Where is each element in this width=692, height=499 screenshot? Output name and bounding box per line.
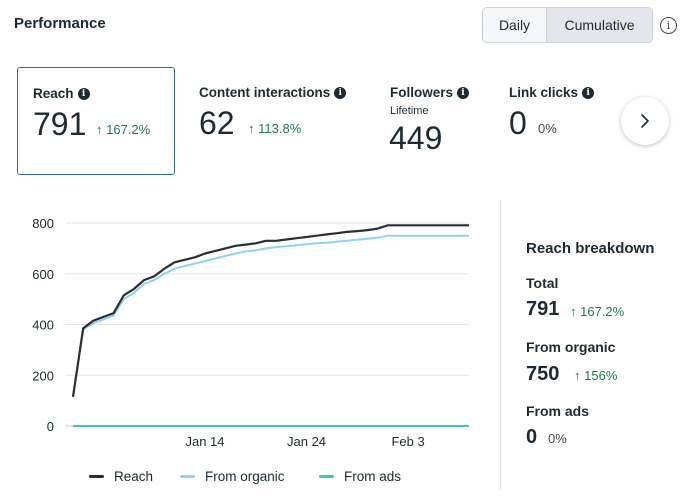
legend-item-ads[interactable]: From ads — [319, 469, 401, 484]
card-label-text: Reach — [33, 86, 74, 101]
reach-line-chart: 0 200 400 600 800 Jan 14 Jan 24 Feb 3 — [32, 216, 469, 449]
arrow-up-icon: ↑ — [248, 121, 255, 136]
series-line-from-organic — [72, 234, 469, 397]
breakdown-ads-label: From ads — [526, 403, 590, 419]
legend-item-reach[interactable]: Reach — [89, 469, 153, 484]
cumulative-toggle-button[interactable]: Cumulative — [547, 8, 652, 42]
card-label-link-clicks: Link clicks i — [509, 85, 595, 100]
legend-swatch — [180, 475, 195, 478]
y-tick-label: 400 — [32, 318, 54, 333]
card-delta-text: 113.8% — [258, 121, 302, 136]
breakdown-ads-delta: 0% — [548, 431, 567, 446]
legend-swatch — [89, 475, 104, 478]
card-sub-followers: Lifetime — [390, 105, 429, 117]
card-value-followers: 449 — [389, 120, 443, 156]
card-label-content-interactions: Content interactions i — [199, 85, 347, 100]
view-toggle: Daily Cumulative — [482, 7, 653, 43]
card-label-followers: Followers i — [390, 85, 470, 100]
breakdown-organic-delta: ↑ 156% — [574, 368, 617, 383]
x-tick-label: Jan 14 — [185, 434, 224, 449]
delta-text: 156% — [584, 368, 618, 383]
card-label-text: Link clicks — [509, 85, 579, 100]
breakdown-title: Reach breakdown — [526, 240, 655, 257]
breakdown-organic-label: From organic — [526, 339, 616, 355]
card-label-text: Followers — [390, 85, 454, 100]
card-label-text: Content interactions — [199, 85, 331, 100]
info-icon[interactable]: i — [582, 86, 595, 99]
breakdown-total-value: 791 — [526, 298, 560, 320]
breakdown-total-label: Total — [526, 275, 559, 291]
y-tick-label: 0 — [47, 419, 54, 434]
breakdown-organic-value: 750 — [526, 363, 560, 385]
metric-card-link-clicks[interactable]: Link clicks i 0 0% — [494, 67, 604, 175]
card-delta-content-interactions: ↑ 113.8% — [248, 121, 301, 136]
divider — [500, 200, 501, 489]
legend-label: Reach — [114, 469, 154, 484]
info-icon[interactable]: i — [457, 86, 470, 99]
card-delta-reach: ↑ 167.2% — [96, 122, 150, 137]
card-delta-link-clicks: 0% — [538, 121, 557, 136]
arrow-up-icon: ↑ — [96, 122, 103, 137]
card-value-content-interactions: 62 — [199, 105, 235, 141]
breakdown-total-delta: ↑ 167.2% — [570, 304, 624, 319]
info-icon[interactable]: i — [334, 86, 347, 99]
card-delta-text: 167.2% — [106, 122, 151, 137]
metric-card-content-interactions[interactable]: Content interactions i 62 ↑ 113.8% — [184, 67, 364, 175]
y-tick-label: 600 — [32, 267, 54, 282]
x-tick-label: Jan 24 — [287, 434, 326, 449]
info-icon[interactable]: i — [77, 87, 90, 100]
next-cards-button[interactable] — [621, 97, 669, 145]
arrow-up-icon: ↑ — [570, 304, 577, 319]
card-value-link-clicks: 0 — [509, 105, 527, 141]
delta-text: 167.2% — [580, 304, 625, 319]
legend-swatch — [319, 475, 334, 478]
arrow-up-icon: ↑ — [574, 368, 581, 383]
legend-label: From ads — [344, 469, 402, 484]
y-tick-label: 800 — [32, 216, 54, 231]
card-label-reach: Reach i — [33, 86, 90, 101]
legend-label: From organic — [205, 469, 285, 484]
series-line-reach — [71, 224, 469, 397]
metric-card-reach[interactable]: Reach i 791 ↑ 167.2% — [17, 67, 175, 175]
page-title: Performance — [14, 15, 106, 32]
chevron-right-icon — [641, 114, 649, 128]
metric-card-followers[interactable]: Followers i Lifetime 449 — [375, 67, 485, 175]
breakdown-ads-value: 0 — [526, 426, 538, 448]
daily-toggle-button[interactable]: Daily — [483, 8, 547, 42]
x-tick-label: Feb 3 — [391, 434, 424, 449]
card-value-reach: 791 — [33, 106, 87, 142]
y-tick-label: 200 — [32, 368, 54, 383]
info-icon[interactable]: i — [660, 17, 677, 34]
legend-item-organic[interactable]: From organic — [180, 469, 285, 484]
